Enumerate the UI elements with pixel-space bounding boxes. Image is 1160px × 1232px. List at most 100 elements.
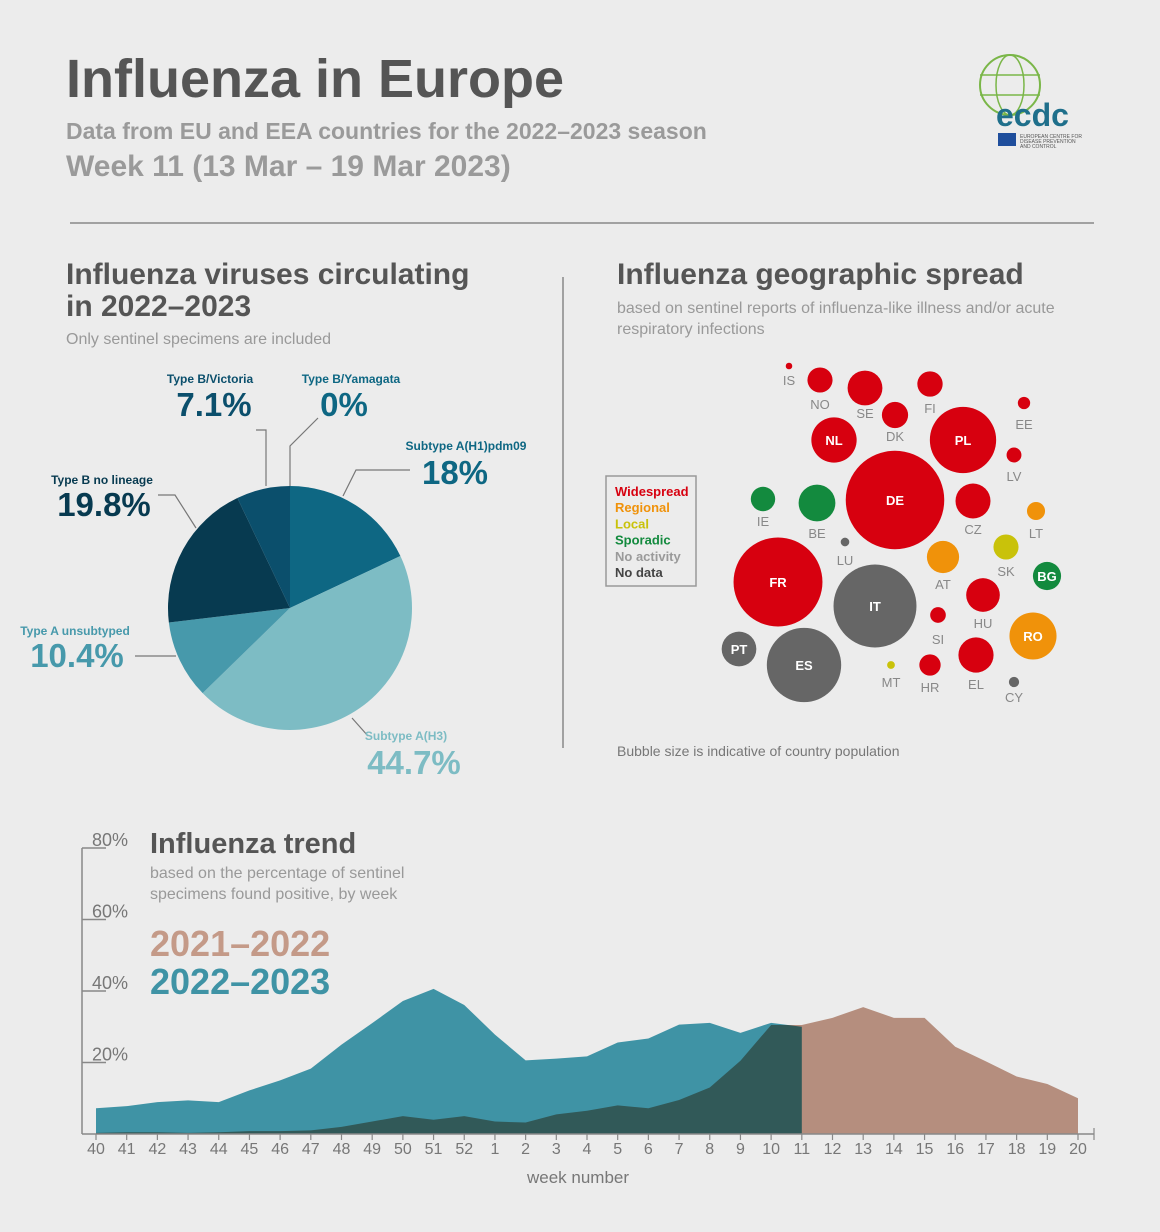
country-label: EE: [1015, 417, 1033, 432]
country-label: AT: [935, 577, 951, 592]
country-label: SE: [856, 406, 874, 421]
country-label: HR: [921, 680, 940, 695]
pie-slice: [168, 608, 290, 694]
leader-line: [342, 469, 410, 497]
country-bubble: [955, 483, 991, 519]
pie-slice: [167, 497, 290, 623]
slice-name: Type A unsubtyped: [20, 624, 130, 638]
logo-caption: DISEASE PREVENTION: [1020, 139, 1076, 145]
x-tick-label: 42: [148, 1141, 166, 1158]
x-tick-label: 19: [1038, 1141, 1056, 1158]
x-tick-label: 1: [490, 1141, 499, 1158]
leader-line: [158, 494, 197, 529]
slice-name: Type B/Yamagata: [302, 372, 401, 386]
x-tick-label: 49: [363, 1141, 381, 1158]
x-tick-label: 4: [583, 1141, 592, 1158]
country-bubble: [917, 371, 943, 397]
slice-name: Subtype A(H1)pdm09: [406, 439, 527, 453]
section-title: Influenza trend: [150, 828, 356, 860]
country-bubble: [1006, 447, 1022, 463]
x-tick-label: 15: [916, 1141, 934, 1158]
country-label: IE: [757, 514, 770, 529]
x-tick-label: 7: [675, 1141, 684, 1158]
logo-globe: [995, 54, 1025, 116]
country-label: LV: [1007, 469, 1022, 484]
x-tick-label: 18: [1008, 1141, 1026, 1158]
country-bubble: [966, 578, 1000, 612]
country-label: NO: [810, 397, 830, 412]
section-subtitle: based on the percentage of sentinel: [150, 865, 404, 882]
section-title: Influenza viruses circulating: [66, 258, 469, 291]
x-tick-label: 16: [946, 1141, 964, 1158]
x-tick-label: 47: [302, 1141, 320, 1158]
country-bubble: [811, 417, 857, 463]
page-subtitle: Data from EU and EEA countries for the 2…: [66, 118, 707, 144]
legend-item: 2022–2023: [150, 961, 330, 1002]
country-label: HU: [974, 616, 993, 631]
legend-box: [605, 475, 697, 587]
x-tick-label: 10: [762, 1141, 780, 1158]
country-bubble: [993, 534, 1019, 560]
x-tick-label: 41: [118, 1141, 136, 1158]
week-label: Week 11 (13 Mar – 19 Mar 2023): [66, 150, 511, 183]
country-label: NL: [825, 433, 842, 448]
section-subtitle: specimens found positive, by week: [150, 886, 398, 903]
country-label: CY: [1005, 690, 1023, 705]
slice-value: 7.1%: [176, 386, 251, 423]
logo: ecdc EUROPEAN CENTRE FOR DISEASE PREVENT…: [979, 54, 1082, 150]
country-bubble: [881, 401, 909, 429]
country-label: CZ: [964, 522, 981, 537]
country-label: BE: [808, 526, 826, 541]
country-bubble: [840, 537, 850, 547]
legend-item: Local: [615, 516, 649, 531]
country-label: SI: [932, 632, 944, 647]
country-label: BG: [1037, 569, 1057, 584]
leader-line: [256, 429, 267, 486]
slice-value: 0%: [320, 386, 368, 423]
country-label: ES: [795, 658, 813, 673]
country-bubble: [1026, 501, 1046, 521]
section-subtitle: respiratory infections: [617, 321, 765, 338]
country-bubble: [807, 367, 833, 393]
x-tick-label: 8: [705, 1141, 714, 1158]
country-label: MT: [882, 675, 901, 690]
country-label: LU: [837, 553, 854, 568]
logo-text: ecdc: [996, 97, 1069, 133]
slice-name: Type B/Victoria: [167, 372, 254, 386]
logo-caption: AND CONTROL: [1020, 144, 1057, 150]
y-tick-label: 40%: [92, 973, 128, 993]
country-label: FR: [769, 575, 787, 590]
y-tick-label: 20%: [92, 1045, 128, 1065]
slice-value: 18%: [422, 454, 488, 491]
logo-caption: EUROPEAN CENTRE FOR: [1020, 134, 1082, 140]
country-bubble: [930, 607, 946, 623]
y-tick-label: 80%: [92, 830, 128, 850]
x-tick-label: 43: [179, 1141, 197, 1158]
x-tick-label: 52: [455, 1141, 473, 1158]
section-title: in 2022–2023: [66, 290, 251, 323]
country-label: FI: [924, 401, 936, 416]
x-tick-label: 14: [885, 1141, 903, 1158]
section-subtitle: based on sentinel reports of influenza-l…: [617, 300, 1055, 317]
country-bubble: [750, 486, 776, 512]
slice-name: Type B no lineage: [51, 473, 153, 487]
leader-line: [351, 717, 369, 737]
country-label: SK: [997, 564, 1015, 579]
legend-item: 2021–2022: [150, 923, 330, 964]
legend-item: Widespread: [615, 484, 689, 499]
country-label: IS: [783, 373, 796, 388]
country-label: RO: [1023, 629, 1043, 644]
country-bubble: [929, 406, 997, 474]
country-bubble: [733, 537, 823, 627]
area: [96, 1007, 1078, 1134]
x-tick-label: 2: [521, 1141, 530, 1158]
country-bubble: [919, 654, 941, 676]
country-bubble: [766, 627, 842, 703]
country-label: EL: [968, 677, 984, 692]
country-label: LT: [1029, 526, 1043, 541]
country-bubble: [721, 631, 757, 667]
country-bubble: [798, 484, 836, 522]
x-tick-label: 5: [613, 1141, 622, 1158]
x-tick-label: 17: [977, 1141, 995, 1158]
